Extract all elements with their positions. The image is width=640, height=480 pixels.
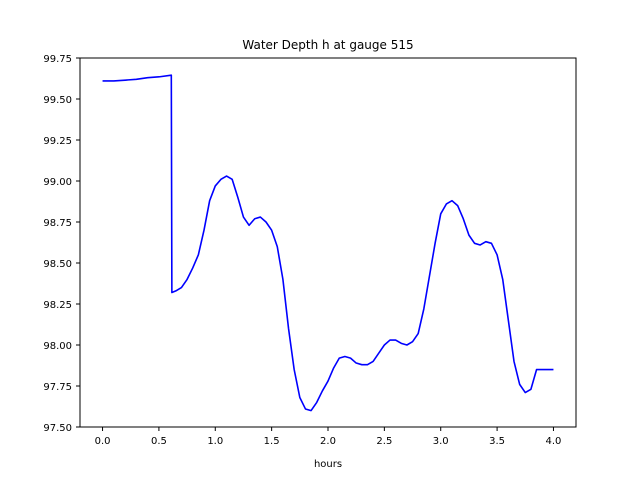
chart-title: Water Depth h at gauge 515	[242, 38, 413, 52]
y-tick-label: 98.75	[43, 218, 72, 229]
y-tick-label: 97.75	[43, 382, 72, 393]
y-tick-label: 97.50	[43, 423, 72, 434]
y-tick-label: 99.00	[43, 177, 72, 188]
y-tick-label: 98.25	[43, 300, 72, 311]
series-line-0	[102, 74, 554, 412]
y-tick-label: 98.50	[43, 259, 72, 270]
x-tick-label: 2.0	[320, 436, 336, 447]
y-tick-label: 99.50	[43, 95, 72, 106]
x-tick-label: 4.0	[546, 436, 562, 447]
x-tick-label: 0.0	[95, 436, 111, 447]
x-axis-ticks: 0.0 0.5 1.0 1.5 2.0 2.5 3.0 3.5 4.0	[95, 427, 562, 447]
x-tick-label: 1.5	[264, 436, 280, 447]
x-tick-label: 2.5	[376, 436, 392, 447]
x-tick-label: 3.0	[433, 436, 449, 447]
x-tick-label: 0.5	[151, 436, 167, 447]
x-tick-label: 3.5	[489, 436, 505, 447]
y-tick-label: 99.25	[43, 136, 72, 147]
series-layer	[102, 74, 554, 412]
x-axis-label: hours	[314, 459, 342, 470]
y-axis-ticks: 97.50 97.75 98.00 98.25 98.50 98.75 99.00 99.25…	[43, 54, 80, 434]
x-tick-label: 1.0	[207, 436, 223, 447]
y-tick-label: 98.00	[43, 341, 72, 352]
y-tick-label: 99.75	[43, 54, 72, 65]
